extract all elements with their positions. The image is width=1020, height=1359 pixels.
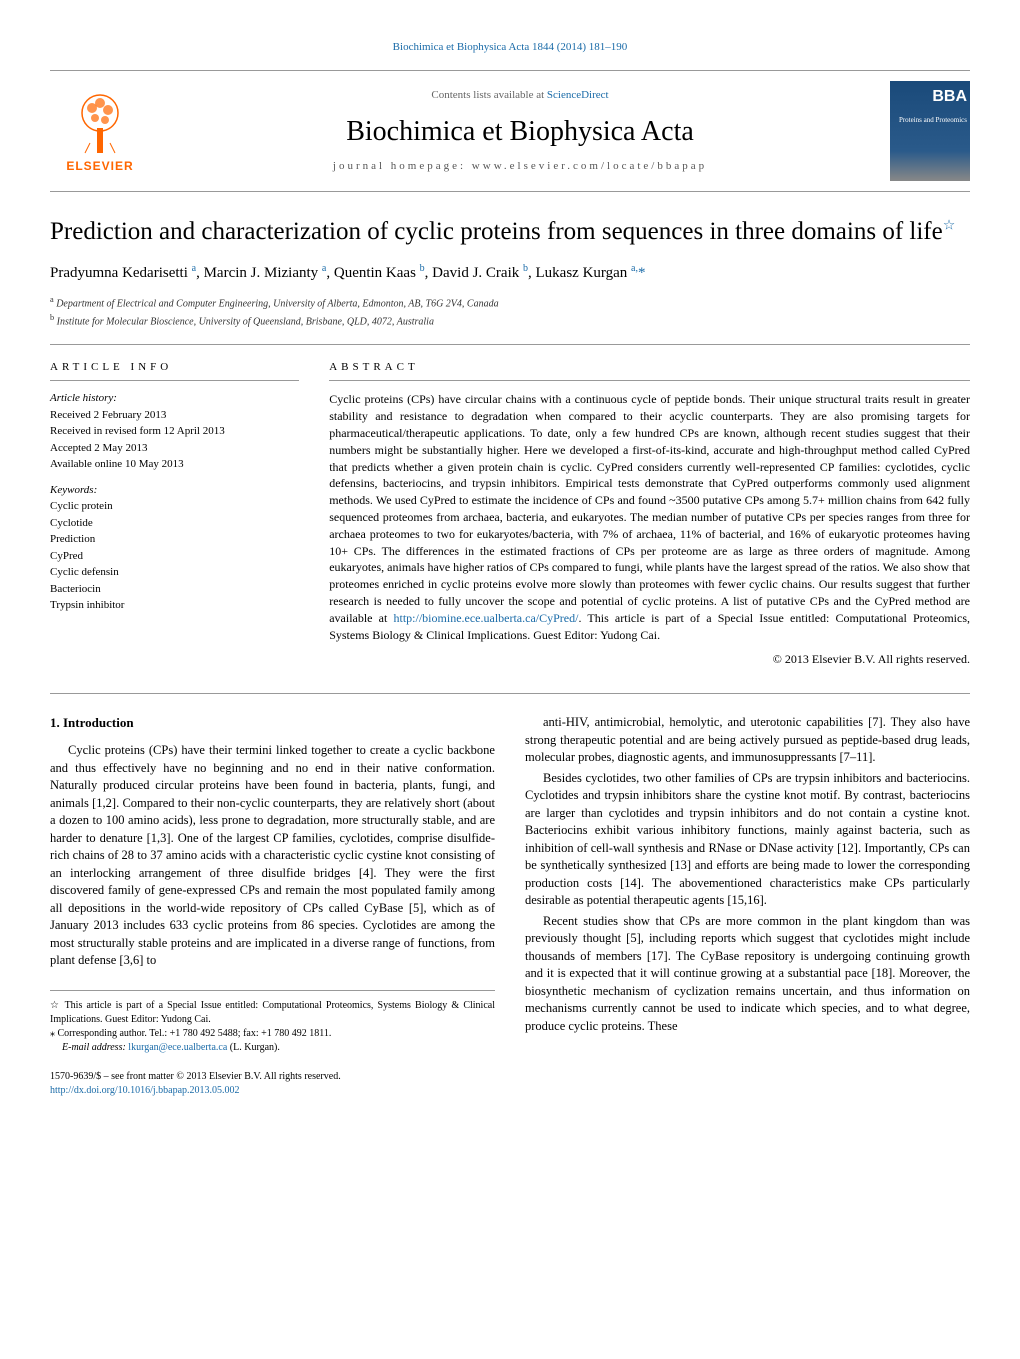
keyword-item: Prediction <box>50 531 299 548</box>
abstract-heading: ABSTRACT <box>329 360 970 381</box>
header-center: Contents lists available at ScienceDirec… <box>150 88 890 174</box>
history-label: Article history: <box>50 391 299 406</box>
footnote-corresponding: ⁎ Corresponding author. Tel.: +1 780 492… <box>50 1027 495 1041</box>
info-abstract-row: ARTICLE INFO Article history: Received 2… <box>50 360 970 668</box>
history-accepted: Accepted 2 May 2013 <box>50 440 299 457</box>
keyword-item: CyPred <box>50 548 299 565</box>
history-online: Available online 10 May 2013 <box>50 456 299 473</box>
email-label: E-mail address: <box>62 1042 128 1053</box>
abstract-text-main: Cyclic proteins (CPs) have circular chai… <box>329 392 970 624</box>
affiliation-a-text: Department of Electrical and Computer En… <box>56 299 498 310</box>
abstract-panel: ABSTRACT Cyclic proteins (CPs) have circ… <box>329 360 970 668</box>
contents-prefix: Contents lists available at <box>431 89 546 101</box>
affiliation-a: a Department of Electrical and Computer … <box>50 294 970 311</box>
sciencedirect-link[interactable]: ScienceDirect <box>547 89 609 101</box>
title-text: Prediction and characterization of cycli… <box>50 218 943 245</box>
keywords-list: Cyclic protein Cyclotide Prediction CyPr… <box>50 498 299 614</box>
section-divider <box>50 344 970 345</box>
email-suffix: (L. Kurgan). <box>227 1042 280 1053</box>
keyword-item: Trypsin inhibitor <box>50 597 299 614</box>
keyword-item: Cyclotide <box>50 515 299 532</box>
journal-name: Biochimica et Biophysica Acta <box>150 112 890 151</box>
intro-paragraph-3: Besides cyclotides, two other families o… <box>525 770 970 910</box>
right-column: anti-HIV, antimicrobial, hemolytic, and … <box>525 714 970 1098</box>
journal-header: ELSEVIER Contents lists available at Sci… <box>50 70 970 192</box>
keyword-item: Cyclic protein <box>50 498 299 515</box>
contents-available-line: Contents lists available at ScienceDirec… <box>150 88 890 103</box>
footnote-star: ☆ This article is part of a Special Issu… <box>50 999 495 1027</box>
publisher-logo[interactable]: ELSEVIER <box>50 81 150 181</box>
abstract-body: Cyclic proteins (CPs) have circular chai… <box>329 391 970 643</box>
abstract-link[interactable]: http://biomine.ece.ualberta.ca/CyPred/ <box>394 611 579 625</box>
footnotes-block: ☆ This article is part of a Special Issu… <box>50 990 495 1055</box>
history-received: Received 2 February 2013 <box>50 407 299 424</box>
title-footnote-marker[interactable]: ☆ <box>943 219 956 234</box>
footer-block: 1570-9639/$ – see front matter © 2013 El… <box>50 1070 495 1098</box>
keywords-label: Keywords: <box>50 483 299 498</box>
cover-subtitle: Proteins and Proteomics <box>899 116 967 126</box>
article-info-panel: ARTICLE INFO Article history: Received 2… <box>50 360 299 668</box>
cover-brand: BBA <box>932 86 967 108</box>
intro-paragraph-1: Cyclic proteins (CPs) have their termini… <box>50 742 495 970</box>
history-list: Received 2 February 2013 Received in rev… <box>50 407 299 473</box>
publisher-name: ELSEVIER <box>66 158 133 175</box>
email-link[interactable]: lkurgan@ece.ualberta.ca <box>128 1042 227 1053</box>
intro-paragraph-2: anti-HIV, antimicrobial, hemolytic, and … <box>525 714 970 767</box>
article-info-heading: ARTICLE INFO <box>50 360 299 381</box>
history-revised: Received in revised form 12 April 2013 <box>50 423 299 440</box>
elsevier-tree-icon <box>70 88 130 158</box>
journal-homepage[interactable]: journal homepage: www.elsevier.com/locat… <box>150 159 890 174</box>
author-list: Pradyumna Kedarisetti a, Marcin J. Mizia… <box>50 262 970 284</box>
keyword-item: Cyclic defensin <box>50 564 299 581</box>
intro-paragraph-4: Recent studies show that CPs are more co… <box>525 913 970 1036</box>
footnote-email: E-mail address: lkurgan@ece.ualberta.ca … <box>50 1041 495 1055</box>
doi-link[interactable]: http://dx.doi.org/10.1016/j.bbapap.2013.… <box>50 1085 240 1096</box>
article-title: Prediction and characterization of cycli… <box>50 217 970 247</box>
affiliation-b: b Institute for Molecular Bioscience, Un… <box>50 312 970 329</box>
section-divider <box>50 693 970 694</box>
keyword-item: Bacteriocin <box>50 581 299 598</box>
abstract-copyright: © 2013 Elsevier B.V. All rights reserved… <box>329 651 970 668</box>
issn-line: 1570-9639/$ – see front matter © 2013 El… <box>50 1070 495 1084</box>
affiliation-b-text: Institute for Molecular Bioscience, Univ… <box>57 316 434 327</box>
affiliations: a Department of Electrical and Computer … <box>50 294 970 329</box>
journal-cover-thumb[interactable]: BBA Proteins and Proteomics <box>890 81 970 181</box>
top-citation[interactable]: Biochimica et Biophysica Acta 1844 (2014… <box>50 40 970 55</box>
body-columns: 1. Introduction Cyclic proteins (CPs) ha… <box>50 714 970 1098</box>
introduction-heading: 1. Introduction <box>50 714 495 732</box>
left-column: 1. Introduction Cyclic proteins (CPs) ha… <box>50 714 495 1098</box>
